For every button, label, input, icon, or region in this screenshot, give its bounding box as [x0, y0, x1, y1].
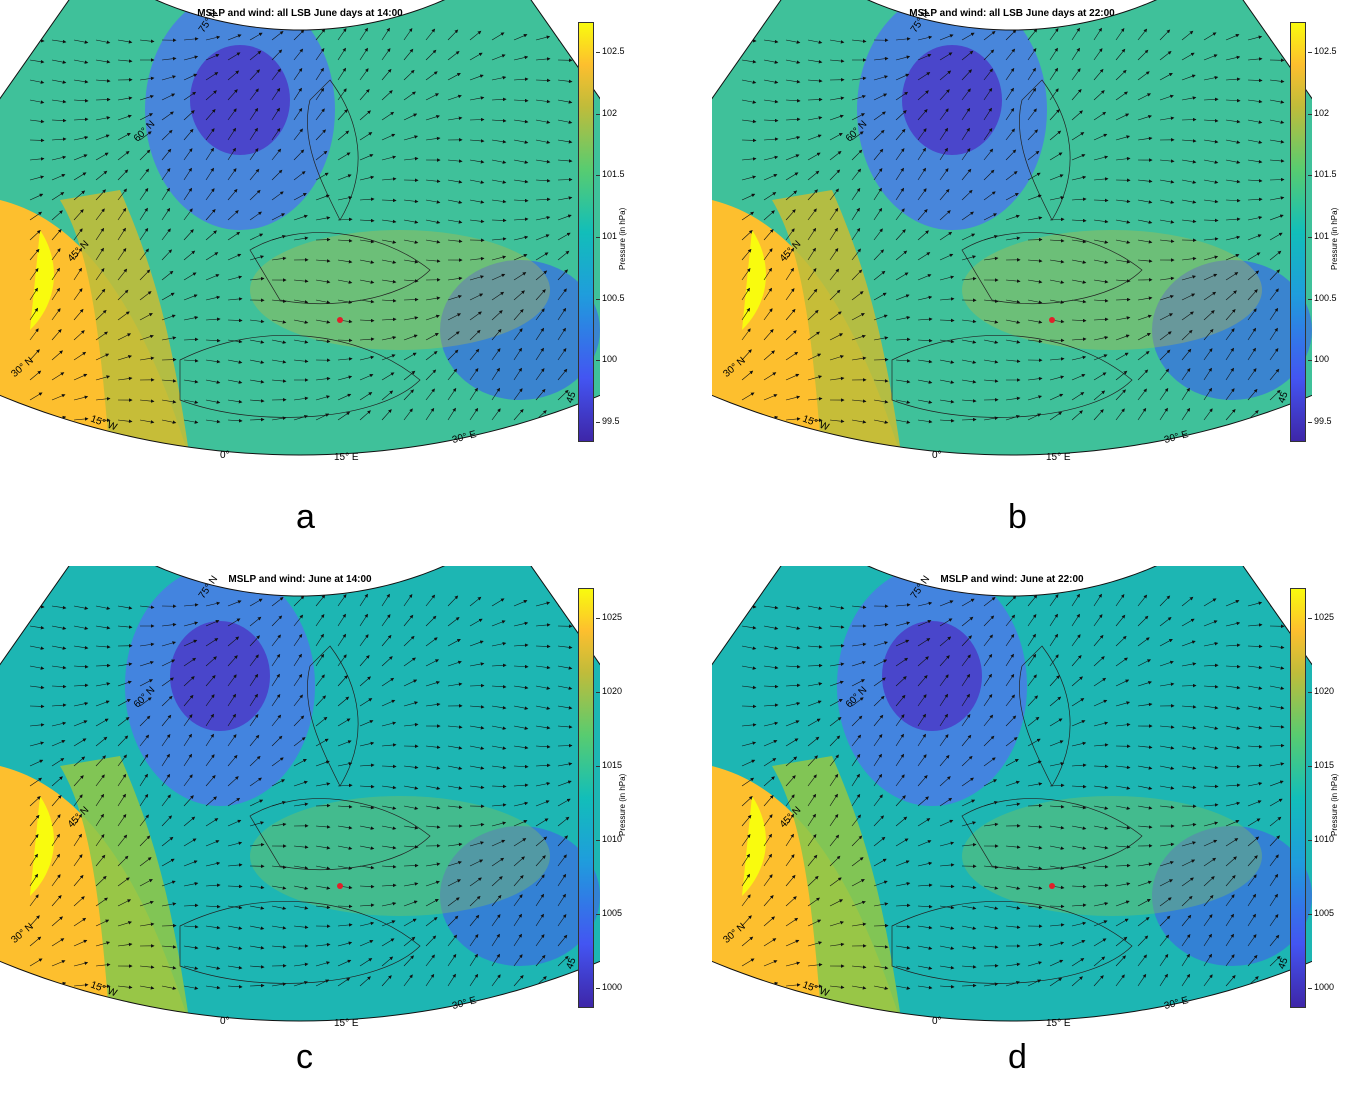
- location-marker: [337, 317, 343, 323]
- wind-arrow: [30, 415, 43, 420]
- map-c: [0, 566, 600, 1026]
- panel-title: MSLP and wind: all LSB June days at 14:0…: [0, 8, 600, 19]
- low-pressure-core: [170, 621, 270, 731]
- panel-letter: a: [296, 498, 315, 537]
- wind-arrow: [558, 978, 569, 986]
- map-b: [712, 0, 1312, 460]
- panel-b: MSLP and wind: all LSB June days at 22:0…: [712, 0, 1357, 540]
- panel-letter: b: [1008, 498, 1027, 537]
- lon-label: 0°: [932, 1016, 942, 1027]
- lon-label: 15° E: [1046, 452, 1071, 463]
- wind-arrow: [558, 412, 569, 420]
- panel-title: MSLP and wind: June at 14:00: [0, 574, 600, 585]
- colorbar-tick-label: 100.5: [602, 293, 625, 303]
- wind-arrow: [1270, 978, 1281, 986]
- pressure-field: [0, 0, 600, 460]
- colorbar-tick-label: 101.5: [1314, 169, 1337, 179]
- colorbar-tick-label: 99.5: [602, 416, 620, 426]
- colorbar-tick-label: 100: [602, 354, 617, 364]
- wind-arrow: [1270, 604, 1284, 606]
- colorbar-tick-label: 1020: [1314, 686, 1334, 696]
- colorbar-tick-label: 1020: [602, 686, 622, 696]
- wind-arrow: [30, 981, 43, 986]
- low-pressure-core: [902, 45, 1002, 155]
- colorbar-tick-label: 102: [602, 108, 617, 118]
- pressure-field: [712, 566, 1312, 1026]
- panel-c: MSLP and wind: June at 14:00 75° N 60° N…: [0, 566, 678, 1106]
- central-europe-region: [250, 230, 550, 350]
- low-pressure-core: [882, 621, 982, 731]
- colorbar-tick-label: 102.5: [1314, 46, 1337, 56]
- lon-label: 0°: [220, 450, 230, 461]
- wind-arrow: [1270, 412, 1281, 420]
- low-pressure-core: [190, 45, 290, 155]
- colorbar-tick-label: 1015: [1314, 760, 1334, 770]
- central-europe-region: [250, 796, 550, 916]
- colorbar-unit: Pressure (in hPa): [618, 774, 627, 836]
- wind-arrow: [742, 981, 755, 986]
- panel-title: MSLP and wind: all LSB June days at 22:0…: [712, 8, 1312, 19]
- colorbar-tick-label: 100.5: [1314, 293, 1337, 303]
- lon-label: 0°: [932, 450, 942, 461]
- location-marker: [1049, 317, 1055, 323]
- colorbar-tick-label: 1005: [1314, 908, 1334, 918]
- central-europe-region: [962, 230, 1262, 350]
- colorbar-unit: Pressure (in hPa): [618, 208, 627, 270]
- lon-label: 15° E: [334, 452, 359, 463]
- map-d: [712, 566, 1312, 1026]
- pressure-field: [712, 0, 1312, 460]
- panel-title: MSLP and wind: June at 22:00: [712, 574, 1312, 585]
- colorbar-tick-label: 1025: [602, 612, 622, 622]
- location-marker: [1049, 883, 1055, 889]
- wind-arrow: [558, 604, 572, 606]
- pressure-field: [0, 566, 600, 1026]
- panel-letter: c: [296, 1038, 313, 1077]
- colorbar-tick-label: 102: [1314, 108, 1329, 118]
- colorbar-tick-label: 101: [1314, 231, 1329, 241]
- colorbar-tick-label: 101: [602, 231, 617, 241]
- panel-a: MSLP and wind: all LSB June days at 14:0…: [0, 0, 678, 540]
- colorbar-tick-label: 99.5: [1314, 416, 1332, 426]
- colorbar: [578, 22, 594, 442]
- colorbar-tick-label: 1005: [602, 908, 622, 918]
- colorbar-tick-label: 1000: [602, 982, 622, 992]
- panel-d: MSLP and wind: June at 22:00 75° N 60° N…: [712, 566, 1357, 1106]
- central-europe-region: [962, 796, 1262, 916]
- location-marker: [337, 883, 343, 889]
- colorbar-tick-label: 101.5: [602, 169, 625, 179]
- colorbar-tick-label: 1025: [1314, 612, 1334, 622]
- colorbar: [1290, 22, 1306, 442]
- colorbar-tick-label: 100: [1314, 354, 1329, 364]
- lon-label: 15° E: [334, 1018, 359, 1029]
- colorbar-tick-label: 1015: [602, 760, 622, 770]
- wind-arrow: [1270, 38, 1284, 40]
- colorbar: [1290, 588, 1306, 1008]
- panel-letter: d: [1008, 1038, 1027, 1077]
- lon-label: 0°: [220, 1016, 230, 1027]
- colorbar-tick-label: 1000: [1314, 982, 1334, 992]
- lon-label: 15° E: [1046, 1018, 1071, 1029]
- colorbar-unit: Pressure (in hPa): [1330, 208, 1339, 270]
- colorbar-tick-label: 102.5: [602, 46, 625, 56]
- wind-arrow: [558, 38, 572, 40]
- colorbar-unit: Pressure (in hPa): [1330, 774, 1339, 836]
- wind-arrow: [742, 415, 755, 420]
- map-a: [0, 0, 600, 460]
- colorbar: [578, 588, 594, 1008]
